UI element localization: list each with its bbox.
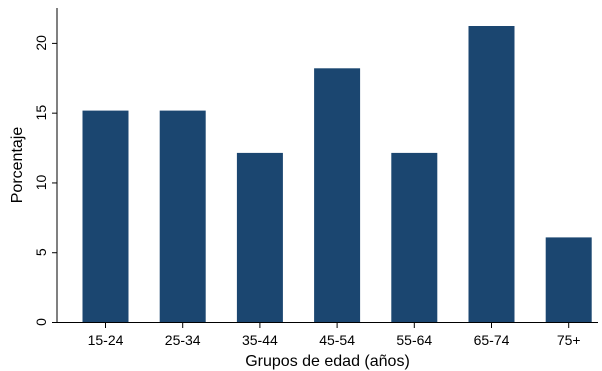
x-ticks-group: 15-24 25-34 35-44 45-54 55-64 65-74 75+ bbox=[88, 322, 581, 348]
x-tick-label: 15-24 bbox=[88, 332, 124, 348]
y-ticks-group: 0 5 10 15 20 bbox=[33, 35, 57, 326]
y-tick-label: 15 bbox=[33, 105, 49, 121]
y-tick-label: 10 bbox=[33, 174, 49, 190]
axes-group bbox=[56, 8, 598, 323]
bar-35-44 bbox=[236, 152, 283, 322]
y-tick-label: 5 bbox=[33, 248, 49, 256]
x-tick-label: 75+ bbox=[557, 332, 581, 348]
x-tick-label: 35-44 bbox=[242, 332, 278, 348]
bar-75+ bbox=[545, 237, 592, 322]
bar-65-74 bbox=[468, 26, 515, 322]
y-tick-label: 0 bbox=[33, 318, 49, 326]
bar-15-24 bbox=[82, 110, 129, 322]
bar-55-64 bbox=[391, 152, 438, 322]
bar-45-54 bbox=[314, 68, 361, 322]
y-axis-title: Porcentaje bbox=[9, 127, 26, 204]
y-tick-label: 20 bbox=[33, 35, 49, 51]
x-tick-label: 45-54 bbox=[319, 332, 355, 348]
x-tick-label: 25-34 bbox=[165, 332, 201, 348]
x-tick-label: 55-64 bbox=[396, 332, 432, 348]
x-axis-title: Grupos de edad (años) bbox=[245, 353, 410, 370]
bar-25-34 bbox=[159, 110, 206, 322]
bars-group bbox=[82, 26, 592, 322]
x-tick-label: 65-74 bbox=[474, 332, 510, 348]
